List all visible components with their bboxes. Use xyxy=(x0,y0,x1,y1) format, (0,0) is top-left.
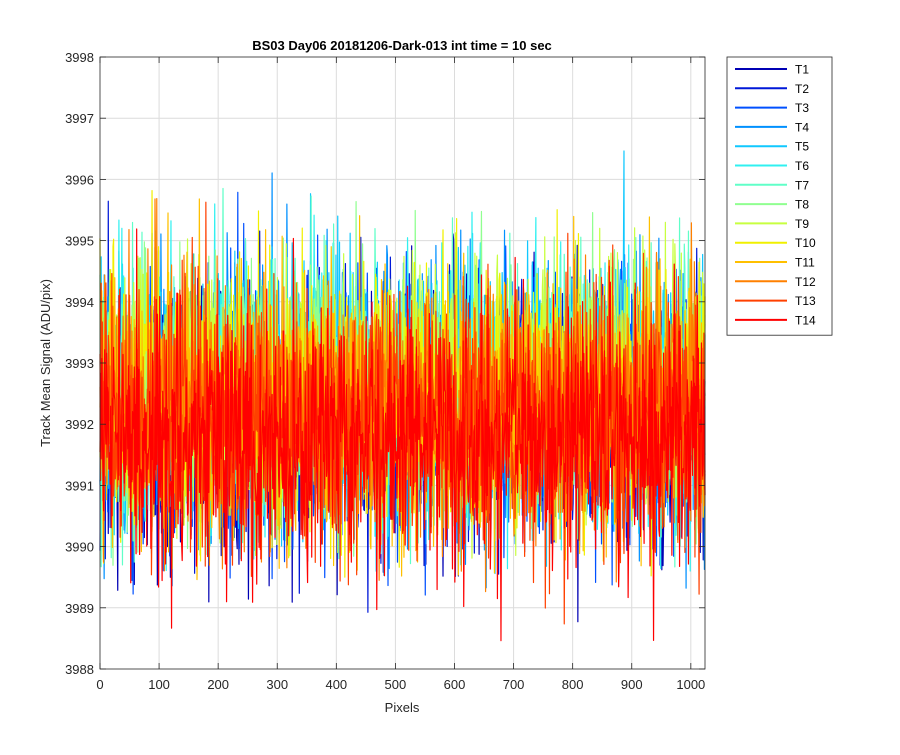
legend-label: T6 xyxy=(795,159,809,173)
y-tick-label: 3997 xyxy=(65,111,94,126)
y-tick-label: 3991 xyxy=(65,478,94,493)
series-line-t14 xyxy=(99,228,706,642)
x-tick-label: 800 xyxy=(562,677,584,692)
legend-label: T2 xyxy=(795,82,809,96)
x-tick-label: 500 xyxy=(385,677,407,692)
legend-label: T14 xyxy=(795,313,816,327)
y-tick-label: 3994 xyxy=(65,295,94,310)
y-tick-label: 3998 xyxy=(65,50,94,65)
y-tick-label: 3988 xyxy=(65,662,94,677)
y-tick-label: 3995 xyxy=(65,234,94,249)
legend-label: T11 xyxy=(795,256,815,270)
legend-label: T12 xyxy=(795,275,816,289)
x-axis-label: Pixels xyxy=(385,700,420,715)
x-tick-label: 700 xyxy=(503,677,525,692)
legend-label: T3 xyxy=(795,101,809,115)
chart-title: BS03 Day06 20181206-Dark-013 int time = … xyxy=(252,38,552,53)
x-tick-label: 300 xyxy=(266,677,288,692)
x-tick-label: 100 xyxy=(148,677,170,692)
x-tick-label: 600 xyxy=(444,677,466,692)
legend-label: T8 xyxy=(795,198,809,212)
legend-label: T9 xyxy=(795,217,809,231)
y-tick-label: 3996 xyxy=(65,172,94,187)
y-tick-label: 3993 xyxy=(65,356,94,371)
legend-box xyxy=(726,56,833,336)
x-tick-label: 400 xyxy=(325,677,347,692)
legend-label: T13 xyxy=(795,294,816,308)
ticks: 0 100 200 300 400 500 600 700 800 900 1000 3988 3989… xyxy=(65,50,705,692)
y-tick-label: 3989 xyxy=(65,601,94,616)
legend-label: T1 xyxy=(795,63,809,77)
x-tick-label: 900 xyxy=(621,677,643,692)
legend-label: T7 xyxy=(795,178,809,192)
y-tick-label: 3992 xyxy=(65,417,94,432)
legend-label: T10 xyxy=(795,236,816,250)
legend-label: T4 xyxy=(795,120,809,134)
y-tick-label: 3990 xyxy=(65,540,94,555)
series-group xyxy=(99,150,706,642)
x-tick-label: 0 xyxy=(96,677,103,692)
x-tick-label: 200 xyxy=(207,677,229,692)
legend: T1 T2 T3 T4 T5 T6 T7 T8 T9 T10 T11 T12 T13 T14 xyxy=(726,56,833,336)
legend-label: T5 xyxy=(795,140,809,154)
x-tick-label: 1000 xyxy=(676,677,705,692)
y-axis-label: Track Mean Signal (ADU/pix) xyxy=(38,279,53,447)
